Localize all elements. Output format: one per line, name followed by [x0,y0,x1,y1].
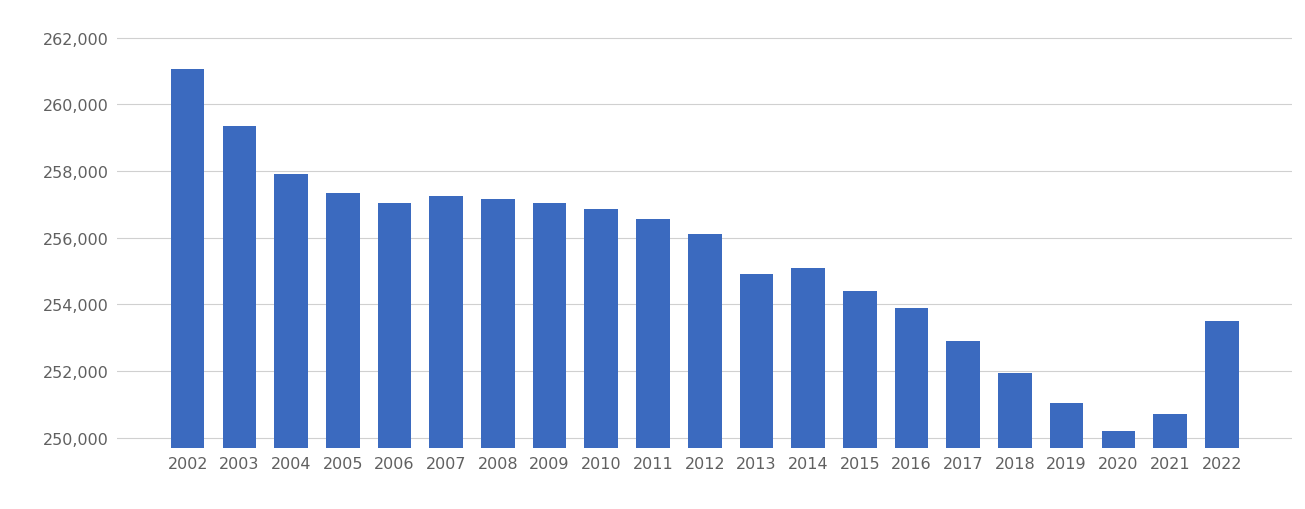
Bar [1154,415,1186,509]
Bar [637,220,669,509]
Bar [326,193,360,509]
Bar [688,235,722,509]
Bar [1101,431,1135,509]
Bar [429,196,463,509]
Bar [1205,322,1238,509]
Bar [1049,403,1083,509]
Bar [895,308,928,509]
Bar [482,200,514,509]
Bar [274,175,308,509]
Bar [223,127,256,509]
Bar [843,292,877,509]
Bar [377,203,411,509]
Bar [791,268,825,509]
Bar [532,203,566,509]
Bar [171,70,205,509]
Bar [998,373,1032,509]
Bar [740,275,773,509]
Bar [585,210,619,509]
Bar [946,342,980,509]
